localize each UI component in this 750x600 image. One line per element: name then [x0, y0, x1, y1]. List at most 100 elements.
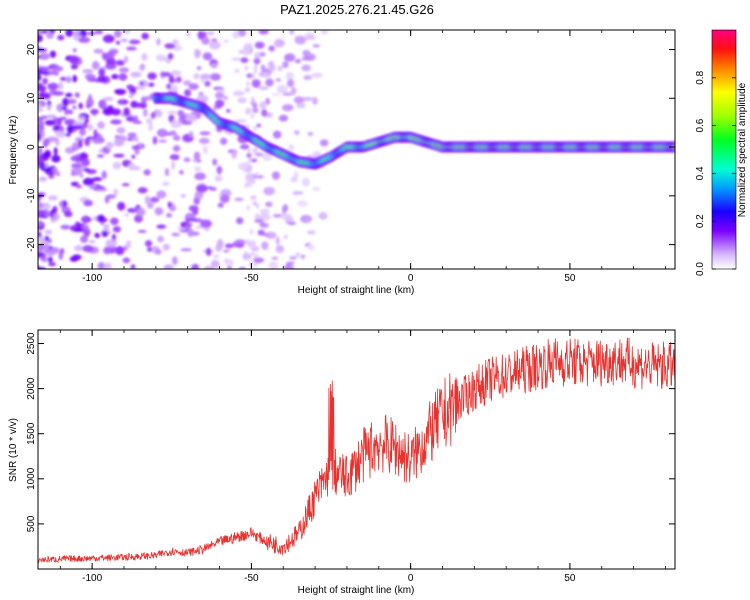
noise-blob — [251, 251, 255, 257]
noise-blob — [145, 117, 153, 124]
noise-blob — [112, 161, 122, 170]
noise-blob — [252, 107, 259, 114]
noise-blob — [199, 219, 212, 228]
noise-blob — [74, 137, 85, 142]
colorbar-label: Normalized spectral amplitude — [737, 82, 748, 217]
noise-blob — [126, 208, 134, 212]
noise-blob — [131, 145, 141, 150]
noise-blob — [236, 217, 244, 225]
noise-blob — [265, 201, 273, 208]
noise-blob — [150, 112, 156, 119]
noise-blob — [307, 244, 315, 252]
noise-blob — [48, 174, 55, 179]
noise-blob — [79, 173, 84, 178]
noise-blob — [258, 86, 269, 91]
noise-blob — [306, 230, 316, 235]
noise-blob — [123, 55, 129, 64]
noise-blob — [254, 152, 262, 156]
figure-title: PAZ1.2025.276.21.45.G26 — [280, 2, 434, 17]
noise-blob — [38, 33, 43, 43]
snr-line — [38, 337, 675, 564]
noise-blob — [46, 71, 58, 76]
noise-blob — [147, 72, 157, 80]
noise-blob — [248, 107, 252, 113]
noise-blob — [59, 76, 67, 81]
noise-blob — [44, 167, 51, 172]
noise-blob — [227, 266, 232, 269]
noise-blob — [126, 46, 137, 51]
noise-blob — [181, 121, 193, 125]
noise-blob — [123, 244, 132, 248]
noise-blob — [248, 174, 254, 178]
noise-blob — [184, 89, 192, 97]
noise-blob — [133, 102, 144, 108]
noise-blob — [194, 172, 207, 181]
noise-blob — [38, 266, 47, 269]
noise-blob — [87, 94, 93, 102]
noise-blob — [244, 65, 248, 71]
noise-blob — [139, 81, 145, 86]
noise-blob — [81, 158, 90, 167]
noise-blob — [64, 210, 73, 218]
noise-blob — [49, 50, 57, 58]
noise-blob — [185, 113, 197, 123]
x-tick-label: -100 — [82, 573, 102, 584]
colorbar-tick-label: 0.4 — [695, 166, 706, 180]
noise-blob — [197, 66, 202, 70]
noise-blob — [262, 233, 270, 237]
noise-blob — [91, 61, 100, 70]
noise-blob — [156, 128, 168, 138]
noise-blob — [146, 202, 154, 209]
noise-blob — [97, 214, 105, 221]
noise-blob — [162, 181, 170, 187]
spectrogram-ylabel: Frequency (Hz) — [8, 116, 19, 185]
noise-blob — [156, 190, 167, 199]
noise-blob — [116, 127, 126, 134]
noise-blob — [261, 241, 269, 250]
noise-blob — [71, 124, 83, 130]
noise-blob — [198, 137, 210, 145]
noise-blob — [202, 52, 213, 61]
noise-blob — [237, 162, 249, 171]
noise-blob — [254, 64, 258, 70]
noise-blob — [67, 125, 74, 134]
noise-blob — [255, 214, 259, 220]
noise-blob — [271, 256, 279, 261]
noise-blob — [164, 43, 176, 49]
noise-blob — [122, 257, 131, 264]
noise-blob — [62, 200, 67, 208]
noise-blob — [59, 248, 65, 255]
noise-blob — [271, 171, 280, 180]
noise-blob — [38, 55, 41, 59]
noise-blob — [56, 117, 62, 126]
noise-blob — [38, 52, 50, 61]
noise-blob — [204, 265, 215, 269]
noise-blob — [97, 154, 104, 158]
noise-blob — [221, 193, 228, 199]
noise-blob — [105, 239, 117, 248]
noise-blob — [81, 215, 91, 224]
noise-blob — [156, 37, 161, 46]
noise-blob — [58, 81, 64, 90]
noise-blob — [141, 32, 149, 40]
noise-blob — [38, 73, 42, 82]
snr-ylabel: SNR (10 * v/v) — [8, 418, 19, 482]
noise-blob — [40, 30, 49, 34]
x-tick-label: -50 — [244, 273, 259, 284]
noise-blob — [78, 102, 84, 110]
noise-blob — [168, 114, 175, 123]
noise-blob — [134, 148, 140, 155]
noise-blob — [247, 148, 251, 154]
noise-blob — [82, 68, 94, 74]
x-tick-label: 50 — [564, 273, 576, 284]
noise-blob — [82, 245, 94, 253]
noise-blob — [62, 97, 69, 107]
noise-blob — [237, 30, 247, 37]
noise-blob — [275, 78, 282, 82]
colorbar: 0.0 0.2 0.4 0.6 0.8 Normalized spectral ampl… — [695, 29, 748, 276]
noise-blob — [83, 227, 91, 237]
noise-blob — [193, 151, 201, 161]
noise-blob — [191, 263, 200, 269]
noise-blob — [94, 232, 101, 238]
noise-blob — [219, 137, 228, 145]
